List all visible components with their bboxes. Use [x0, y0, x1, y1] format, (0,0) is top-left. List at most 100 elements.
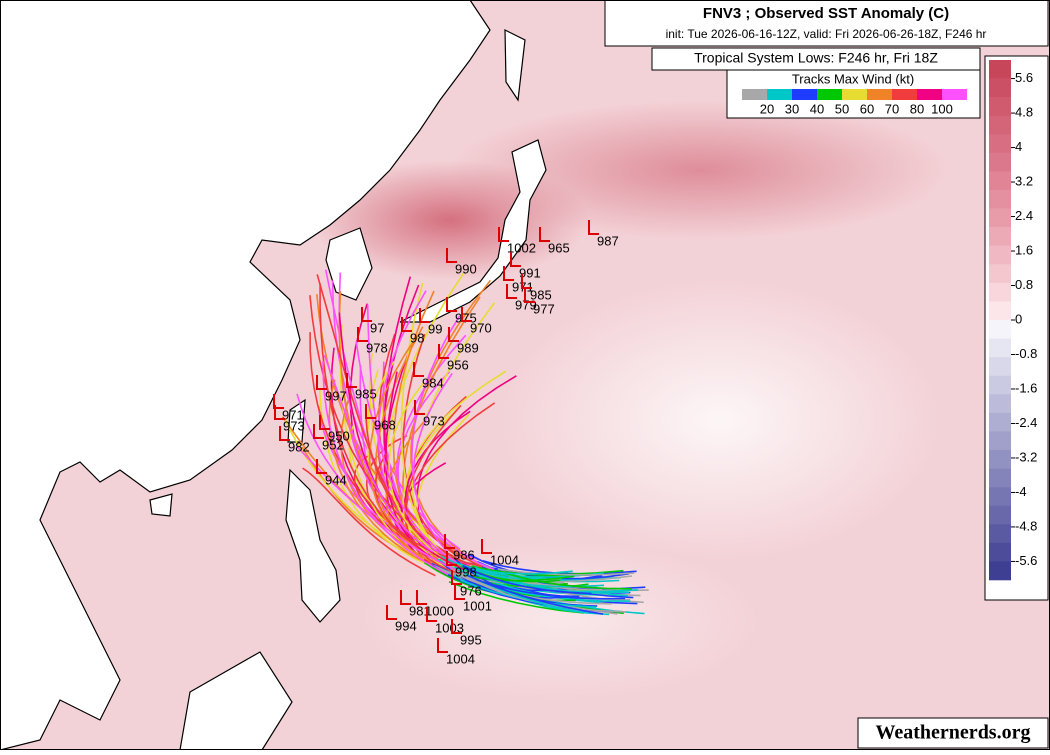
- colorbar-label: 1.6: [1015, 242, 1033, 257]
- pressure-label: 1004: [446, 651, 475, 666]
- watermark-box: [857, 717, 1049, 749]
- colorbar-label: 4.8: [1015, 104, 1033, 119]
- low-marker: [446, 551, 457, 566]
- low-marker: [444, 534, 455, 549]
- wind-label: 100: [931, 101, 953, 116]
- track-late: [388, 382, 455, 568]
- storm-tracks: [281, 269, 649, 616]
- track-late: [322, 361, 449, 576]
- low-marker: [446, 248, 457, 263]
- low-marker: [498, 227, 509, 242]
- wind-label: 80: [910, 101, 924, 116]
- colorbar-segment: [989, 357, 1011, 377]
- pressure-label: 990: [455, 261, 477, 276]
- wind-swatch: [792, 89, 817, 100]
- pressure-label: 1002: [507, 240, 536, 255]
- colorbar-segment: [989, 487, 1011, 507]
- low-marker: [510, 252, 521, 267]
- track-early: [462, 564, 592, 595]
- colorbar-segment: [989, 468, 1011, 488]
- low-marker: [506, 284, 517, 299]
- colorbar-segment: [989, 134, 1011, 154]
- pressure-label: 982: [288, 439, 310, 454]
- pressure-label: 952: [322, 437, 344, 452]
- wind-swatch: [742, 89, 767, 100]
- colorbar-segment: [989, 171, 1011, 191]
- wind-swatch: [767, 89, 792, 100]
- pressure-label: 998: [455, 564, 477, 579]
- colorbar-label: 3.2: [1015, 173, 1033, 188]
- colorbar-segment: [989, 338, 1011, 358]
- track-late: [302, 467, 436, 577]
- low-marker: [438, 344, 449, 359]
- colorbar-label: 0.8: [1015, 277, 1033, 292]
- pressure-label: 973: [283, 418, 305, 433]
- colorbar-label: -3.2: [1015, 449, 1037, 464]
- neutral-area: [360, 540, 760, 700]
- wind-swatch: [892, 89, 917, 100]
- track-late: [328, 379, 421, 561]
- colorbar-segment: [989, 152, 1011, 172]
- pressure-label: 956: [447, 357, 469, 372]
- colorbar-label: 2.4: [1015, 208, 1033, 223]
- track-late: [368, 334, 425, 561]
- lows-label: Tropical System Lows: F246 hr, Fri 18Z: [694, 50, 938, 66]
- track-early: [443, 556, 573, 575]
- map-title: FNV3 ; Observed SST Anomaly (C): [703, 5, 949, 22]
- colorbar-segment: [989, 301, 1011, 321]
- wind-swatch: [817, 89, 842, 100]
- pressure-label: 965: [548, 240, 570, 255]
- wind-label: 60: [860, 101, 874, 116]
- colorbar-segment: [989, 524, 1011, 544]
- colorbar-segment: [989, 245, 1011, 265]
- land: [0, 0, 547, 751]
- pressure-label: 985: [355, 386, 377, 401]
- colorbar-segment: [989, 227, 1011, 247]
- map-subtitle: init: Tue 2026-06-16-12Z, valid: Fri 202…: [666, 27, 987, 41]
- track-late: [410, 315, 461, 553]
- colorbar-segment: [989, 60, 1011, 79]
- pressure-label: 994: [395, 618, 417, 633]
- track-late: [374, 452, 483, 568]
- low-marker: [413, 362, 424, 377]
- pressure-label: 944: [325, 472, 347, 487]
- pressure-label: 973: [423, 413, 445, 428]
- track-late: [309, 295, 463, 563]
- low-marker: [361, 307, 372, 322]
- track-early: [448, 581, 585, 614]
- pressure-label: 950: [328, 428, 350, 443]
- colorbar-label: -4.8: [1015, 518, 1037, 533]
- colorbar-segment: [989, 542, 1011, 562]
- colorbar-label: -4: [1015, 484, 1027, 499]
- low-marker: [503, 266, 514, 281]
- low-marker: [426, 607, 437, 622]
- low-marker: [461, 307, 472, 322]
- colorbar-segment: [989, 97, 1011, 117]
- pressure-label: 976: [460, 583, 482, 598]
- colorbar-label: -0.8: [1015, 346, 1037, 361]
- wind-label: 20: [760, 101, 774, 116]
- low-marker: [386, 605, 397, 620]
- wind-swatch: [867, 89, 892, 100]
- low-marker: [481, 539, 492, 554]
- low-marker: [346, 373, 357, 388]
- wind-swatch: [942, 89, 967, 100]
- low-marker: [448, 327, 459, 342]
- pressure-label: 997: [325, 388, 347, 403]
- colorbar-segment: [989, 375, 1011, 395]
- low-marker: [279, 426, 290, 441]
- colorbar-label: -2.4: [1015, 415, 1037, 430]
- low-marker: [401, 317, 412, 332]
- colorbar-segment: [989, 320, 1011, 339]
- pressure-label: 977: [533, 301, 555, 316]
- colorbar-segment: [989, 282, 1011, 302]
- low-marker: [451, 570, 462, 585]
- low-marker: [419, 308, 430, 323]
- colorbar-label: 4: [1015, 139, 1022, 154]
- low-marker: [524, 288, 535, 303]
- colorbar-segment: [989, 561, 1011, 581]
- low-marker: [451, 619, 462, 634]
- colorbar-segment: [989, 412, 1011, 432]
- wind-label: 40: [810, 101, 824, 116]
- low-marker: [316, 459, 327, 474]
